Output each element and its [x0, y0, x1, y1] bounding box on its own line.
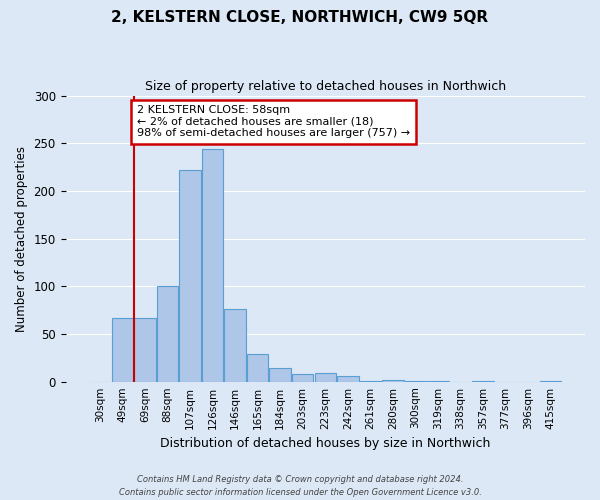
- Bar: [292, 374, 313, 382]
- Text: 2, KELSTERN CLOSE, NORTHWICH, CW9 5QR: 2, KELSTERN CLOSE, NORTHWICH, CW9 5QR: [112, 10, 488, 25]
- Bar: [112, 318, 133, 382]
- Text: 2 KELSTERN CLOSE: 58sqm
← 2% of detached houses are smaller (18)
98% of semi-det: 2 KELSTERN CLOSE: 58sqm ← 2% of detached…: [137, 105, 410, 138]
- Bar: [202, 149, 223, 382]
- Bar: [405, 380, 426, 382]
- Bar: [224, 309, 246, 382]
- Bar: [382, 380, 404, 382]
- Bar: [179, 170, 201, 382]
- Bar: [134, 318, 155, 382]
- Bar: [359, 380, 381, 382]
- Bar: [540, 380, 562, 382]
- Text: Contains HM Land Registry data © Crown copyright and database right 2024.
Contai: Contains HM Land Registry data © Crown c…: [119, 476, 481, 497]
- Title: Size of property relative to detached houses in Northwich: Size of property relative to detached ho…: [145, 80, 506, 93]
- Bar: [472, 380, 494, 382]
- Bar: [314, 373, 336, 382]
- Bar: [157, 286, 178, 382]
- Bar: [337, 376, 359, 382]
- Bar: [269, 368, 291, 382]
- Y-axis label: Number of detached properties: Number of detached properties: [15, 146, 28, 332]
- Bar: [427, 380, 449, 382]
- X-axis label: Distribution of detached houses by size in Northwich: Distribution of detached houses by size …: [160, 437, 490, 450]
- Bar: [247, 354, 268, 382]
